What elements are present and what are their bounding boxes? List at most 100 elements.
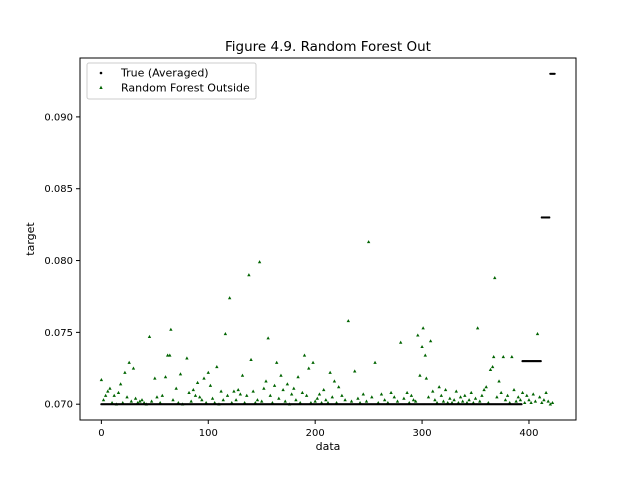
rf-outside-point: [304, 393, 309, 397]
rf-outside-point: [448, 396, 452, 400]
rf-outside-point: [313, 399, 317, 403]
rf-outside-point: [155, 395, 159, 399]
rf-outside-point: [512, 388, 516, 392]
rf-outside-point: [373, 360, 377, 364]
rf-outside-point: [426, 395, 431, 399]
rf-outside-point: [300, 390, 305, 395]
rf-outside-point: [133, 396, 138, 400]
rf-outside-point: [490, 365, 495, 369]
rf-outside-point: [518, 398, 523, 402]
rf-outside-point: [542, 398, 546, 402]
rf-outside-point: [353, 369, 357, 373]
rf-outside-point: [266, 336, 270, 340]
rf-outside-point: [195, 380, 200, 384]
rf-outside-point: [160, 393, 165, 397]
rf-outside-point: [227, 296, 232, 300]
rf-outside-point: [191, 388, 196, 392]
chart-title: Figure 4.9. Random Forest Out: [225, 39, 431, 55]
rf-outside-point: [443, 388, 448, 392]
rf-outside-point: [165, 353, 170, 357]
rf-outside-point: [460, 399, 465, 403]
rf-outside-point: [379, 392, 384, 396]
y-axis: 0.070 0.075 0.080 0.085 0.090: [44, 112, 80, 411]
rf-outside-point: [544, 390, 548, 395]
rf-outside-point: [272, 383, 277, 387]
rf-outside-point: [398, 340, 403, 344]
rf-outside-point: [409, 393, 414, 397]
rf-outside-point: [501, 354, 506, 359]
rf-outside-point: [112, 393, 116, 397]
rf-outside-point: [499, 390, 503, 395]
rf-outside-point: [525, 393, 529, 397]
rf-outside-point: [366, 240, 371, 244]
y-tick-label: 0.070: [44, 400, 73, 411]
rf-outside-point: [103, 393, 108, 397]
rf-outside-point: [405, 390, 409, 395]
rf-outside-point: [223, 332, 228, 336]
rf-outside-point: [123, 370, 127, 374]
rf-outside-point: [505, 393, 510, 397]
rf-outside-point: [234, 398, 238, 402]
rf-outside-point: [439, 393, 444, 397]
rf-outside-point: [178, 372, 183, 376]
rf-outside-point: [324, 398, 328, 402]
rf-outside-point: [315, 396, 320, 400]
rf-outside-point: [127, 360, 131, 364]
rf-outside-point: [302, 353, 307, 357]
rf-outside-point: [208, 383, 213, 387]
rf-outside-point: [484, 385, 488, 389]
rf-outside-point: [420, 344, 424, 349]
rf-outside-point: [533, 399, 538, 403]
rf-outside-point: [99, 377, 104, 382]
rf-outside-point: [550, 400, 555, 405]
rf-outside-point: [346, 319, 351, 323]
rf-outside-point: [463, 393, 467, 397]
rf-outside-point: [251, 389, 255, 393]
rf-outside-point: [343, 398, 347, 402]
rf-outside-point: [163, 375, 168, 379]
rf-outside-point: [322, 388, 326, 392]
rf-outside-point: [522, 400, 527, 405]
rf-outside-point: [129, 399, 134, 403]
rf-outside-point: [527, 398, 531, 402]
rf-outside-point: [402, 396, 406, 400]
legend-marker-true: [99, 71, 103, 75]
rf-outside-point: [428, 339, 433, 343]
rf-outside-point: [240, 373, 245, 377]
rf-outside-point: [168, 353, 172, 357]
rf-outside-point: [454, 389, 458, 393]
legend-label-rf: Random Forest Outside: [121, 82, 250, 95]
rf-outside-point: [418, 373, 422, 377]
rf-outside-point: [382, 398, 387, 402]
rf-outside-point: [437, 385, 441, 389]
true-averaged-point: [520, 403, 523, 406]
rf-outside-point: [340, 393, 344, 397]
rf-outside-point: [206, 370, 210, 374]
y-tick-label: 0.075: [44, 328, 73, 339]
rf-outside-point: [169, 327, 173, 331]
axes-frame: [79, 57, 577, 421]
rf-outside-point: [514, 399, 518, 403]
rf-outside-point: [225, 393, 230, 397]
rf-outside-point: [531, 392, 535, 396]
rf-outside-point: [349, 399, 354, 403]
rf-outside-point: [198, 395, 202, 399]
rf-outside-point: [108, 386, 112, 390]
rf-outside-point: [260, 399, 264, 403]
rf-outside-point: [232, 389, 236, 393]
rf-outside-point: [423, 353, 427, 357]
rf-outside-point: [289, 392, 294, 396]
rf-outside-point: [546, 399, 550, 403]
x-tick-label: 100: [199, 428, 218, 439]
x-tick-label: 300: [413, 428, 432, 439]
y-tick-label: 0.085: [44, 184, 73, 195]
rf-outside-point: [262, 386, 266, 390]
rf-outside-point: [431, 389, 435, 393]
rf-outside-point: [238, 392, 243, 396]
rf-outside-point: [458, 395, 463, 399]
rf-outside-point: [475, 326, 480, 330]
rf-outside-point: [424, 376, 429, 380]
x-tick-label: 200: [306, 428, 325, 439]
rf-outside-point: [482, 388, 486, 392]
rf-outside-point: [187, 390, 191, 395]
